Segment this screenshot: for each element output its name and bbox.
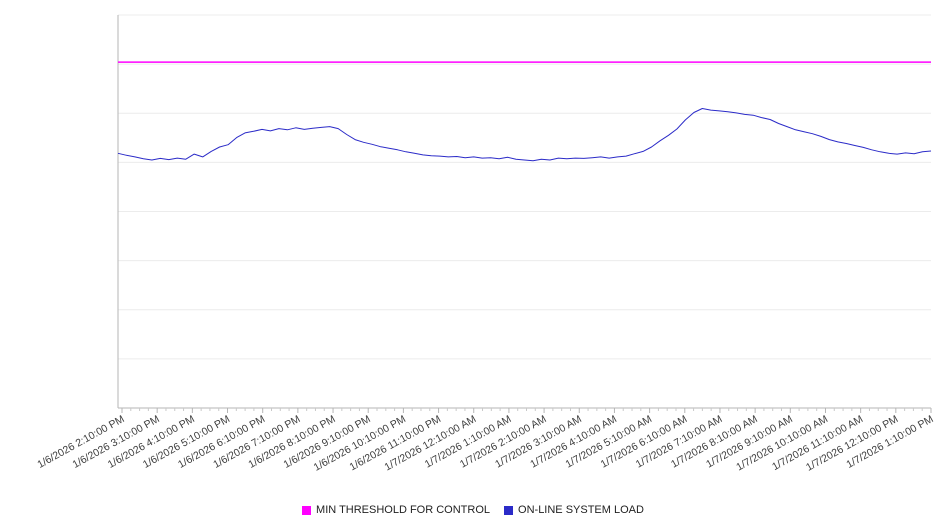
chart-legend: MIN THRESHOLD FOR CONTROL ON-LINE SYSTEM…: [0, 504, 946, 516]
system-load-line: [117, 108, 932, 162]
system-load-swatch-icon: [504, 505, 514, 515]
legend-item-system-load: ON-LINE SYSTEM LOAD: [504, 504, 644, 516]
legend-label-system-load: ON-LINE SYSTEM LOAD: [518, 504, 644, 516]
threshold-swatch-icon: [302, 505, 312, 515]
legend-label-threshold: MIN THRESHOLD FOR CONTROL: [316, 504, 491, 516]
legend-item-threshold: MIN THRESHOLD FOR CONTROL: [302, 504, 490, 516]
